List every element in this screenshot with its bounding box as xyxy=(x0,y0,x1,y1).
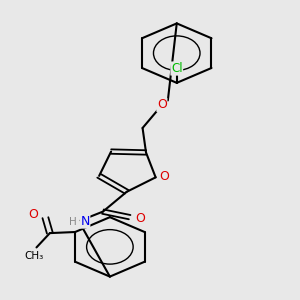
Text: O: O xyxy=(135,212,145,225)
Text: O: O xyxy=(157,98,167,111)
Text: O: O xyxy=(160,170,170,183)
Text: N: N xyxy=(80,215,90,228)
Text: H: H xyxy=(69,217,77,226)
Text: CH₃: CH₃ xyxy=(24,251,43,261)
Text: Cl: Cl xyxy=(171,62,183,75)
Text: O: O xyxy=(28,208,38,221)
